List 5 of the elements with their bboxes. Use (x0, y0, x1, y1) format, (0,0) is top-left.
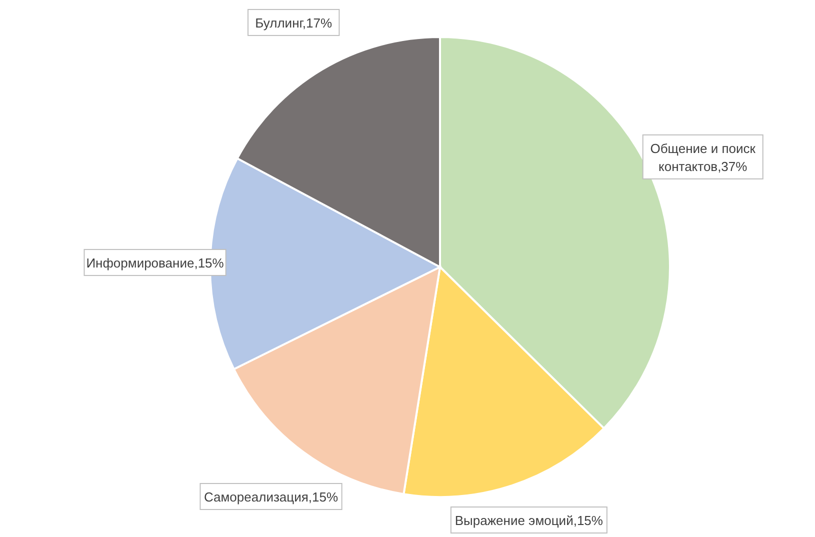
slice-label: Буллинг,17% (255, 15, 332, 30)
slice-label: Информирование,15% (86, 255, 224, 270)
slice-label: Выражение эмоций,15% (454, 513, 604, 528)
slice-label: Самореализация,15% (204, 490, 338, 504)
slice-label: Общение и поиск контактов,37% (650, 140, 756, 174)
